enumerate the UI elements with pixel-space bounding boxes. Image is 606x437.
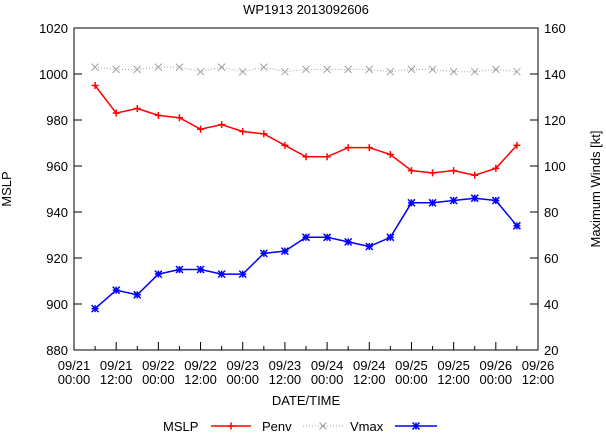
data-point-penv (407, 65, 416, 74)
data-point-penv (470, 67, 479, 76)
x-tick-label-time: 00:00 (226, 372, 259, 387)
data-point-penv (259, 63, 268, 71)
y-axis-label: MSLP (0, 171, 14, 206)
data-point-penv (238, 67, 247, 76)
x-tick-label-time: 12:00 (184, 372, 217, 387)
y-tick-label: 960 (46, 159, 68, 174)
data-point-vmax (301, 233, 311, 242)
y2-tick-label: 80 (544, 205, 558, 220)
y-tick-label: 1020 (39, 21, 68, 36)
data-point-vmax (154, 270, 163, 279)
series-penv (91, 63, 521, 76)
x-tick-label-time: 12:00 (437, 372, 470, 387)
x-tick-label-date: 09/24 (353, 358, 386, 373)
data-point-penv (449, 67, 458, 76)
y2-tick-label: 160 (544, 21, 566, 36)
x-tick-label-time: 00:00 (58, 372, 91, 387)
data-point-penv (513, 67, 521, 76)
legend-label-penv: Penv (262, 419, 292, 432)
data-point-penv (323, 65, 331, 74)
data-point-vmax (365, 242, 374, 251)
data-point-penv (344, 65, 353, 74)
x-tick-label-date: 09/21 (100, 358, 133, 373)
data-point-penv (112, 65, 121, 74)
legend-marker-penv (319, 422, 327, 430)
x-tick-label-date: 09/26 (522, 358, 555, 373)
y-tick-label: 980 (46, 113, 68, 128)
x-tick-label-time: 12:00 (522, 372, 555, 387)
data-point-penv (428, 65, 437, 74)
y2-tick-label: 20 (544, 343, 558, 358)
data-point-vmax (323, 233, 332, 242)
data-point-vmax (344, 237, 353, 246)
y2-tick-label: 120 (544, 113, 566, 128)
x-tick-label-date: 09/22 (184, 358, 217, 373)
data-point-vmax (175, 265, 184, 274)
y2-tick-label: 60 (544, 251, 558, 266)
data-point-vmax (407, 198, 416, 207)
data-point-vmax (217, 270, 226, 279)
data-point-penv (217, 63, 226, 71)
x-tick-label-time: 00:00 (311, 372, 344, 387)
data-point-penv (175, 63, 184, 71)
y2-tick-label: 40 (544, 297, 558, 312)
data-point-vmax (449, 196, 458, 205)
data-point-penv (365, 65, 374, 74)
series-line-mslp (94, 85, 518, 176)
data-point-vmax (280, 247, 289, 256)
data-point-penv (91, 63, 99, 71)
chart-title: WP1913 2013092606 (243, 2, 369, 17)
x-tick-label-time: 00:00 (395, 372, 428, 387)
data-point-vmax (259, 249, 268, 258)
data-point-vmax (470, 194, 479, 203)
y-tick-label: 1000 (39, 67, 68, 82)
data-point-vmax (512, 221, 521, 230)
y2-tick-label: 100 (544, 159, 566, 174)
x-axis-label: DATE/TIME (272, 393, 341, 408)
data-point-penv (491, 65, 500, 74)
y-tick-label: 880 (46, 343, 68, 358)
series-mslp (91, 82, 521, 179)
data-point-penv (281, 67, 289, 76)
y-tick-label: 920 (46, 251, 68, 266)
y-tick-label: 940 (46, 205, 68, 220)
legend-marker-vmax (411, 421, 421, 431)
plot-frame (73, 27, 539, 351)
data-point-vmax (112, 286, 121, 295)
x-tick-label-date: 09/23 (269, 358, 302, 373)
data-point-penv (133, 65, 142, 74)
x-tick-label-date: 09/23 (226, 358, 259, 373)
data-point-vmax (238, 270, 247, 279)
data-point-vmax (91, 304, 100, 313)
y2-tick-label: 140 (544, 67, 566, 82)
x-tick-label-date: 09/22 (142, 358, 175, 373)
series-line-vmax (94, 197, 518, 310)
y2-axis-label: Maximum Winds [kt] (588, 130, 603, 247)
legend-label-mslp: MSLP (163, 419, 198, 432)
data-point-penv (302, 65, 310, 74)
x-tick-label-time: 00:00 (142, 372, 175, 387)
legend: MSLP Penv Vmax (163, 419, 437, 434)
x-tick-label-time: 00:00 (480, 372, 513, 387)
y-tick-label: 900 (46, 297, 68, 312)
data-point-vmax (428, 198, 437, 207)
x-tick-label-time: 12:00 (269, 372, 302, 387)
legend-label-vmax: Vmax (350, 419, 384, 432)
data-point-penv (154, 63, 163, 71)
data-point-vmax (491, 196, 500, 205)
series-vmax (91, 194, 521, 313)
data-point-vmax (196, 265, 205, 274)
x-tick-label-date: 09/25 (395, 358, 428, 373)
x-tick-label-date: 09/25 (437, 358, 470, 373)
data-point-penv (386, 67, 395, 76)
data-point-penv (196, 67, 205, 76)
x-tick-label-time: 12:00 (100, 372, 133, 387)
x-tick-label-date: 09/24 (311, 358, 344, 373)
x-tick-label-time: 12:00 (353, 372, 386, 387)
x-tick-label-date: 09/21 (58, 358, 91, 373)
data-point-vmax (386, 233, 395, 242)
x-tick-label-date: 09/26 (480, 358, 513, 373)
data-point-vmax (133, 290, 142, 299)
